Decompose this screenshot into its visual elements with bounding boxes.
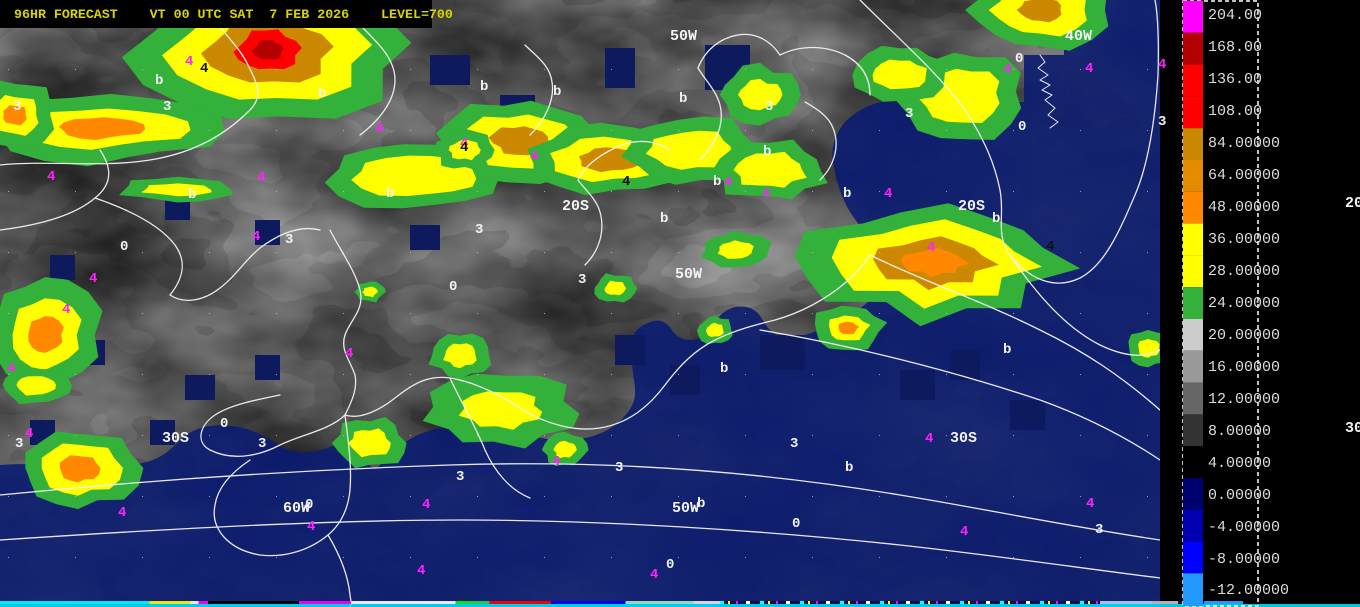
svg-text:108.00: 108.00 xyxy=(1208,103,1262,120)
svg-text:8.00000: 8.00000 xyxy=(1208,423,1271,440)
svg-text:20.00000: 20.00000 xyxy=(1208,327,1280,344)
svg-text:48.00000: 48.00000 xyxy=(1208,199,1280,216)
svg-text:168.00: 168.00 xyxy=(1208,39,1262,56)
svg-text:36.00000: 36.00000 xyxy=(1208,231,1280,248)
svg-text:204.00: 204.00 xyxy=(1208,7,1262,24)
svg-text:-4.00000: -4.00000 xyxy=(1208,519,1280,536)
svg-text:84.00000: 84.00000 xyxy=(1208,135,1280,152)
svg-text:136.00: 136.00 xyxy=(1208,71,1262,88)
svg-text:64.00000: 64.00000 xyxy=(1208,167,1280,184)
svg-text:-12.00000: -12.00000 xyxy=(1208,582,1289,599)
svg-text:-8.00000: -8.00000 xyxy=(1208,551,1280,568)
svg-text:12.00000: 12.00000 xyxy=(1208,391,1280,408)
svg-text:0.00000: 0.00000 xyxy=(1208,487,1271,504)
svg-text:16.00000: 16.00000 xyxy=(1208,359,1280,376)
svg-text:4.00000: 4.00000 xyxy=(1208,455,1271,472)
svg-text:24.00000: 24.00000 xyxy=(1208,295,1280,312)
svg-text:28.00000: 28.00000 xyxy=(1208,263,1280,280)
